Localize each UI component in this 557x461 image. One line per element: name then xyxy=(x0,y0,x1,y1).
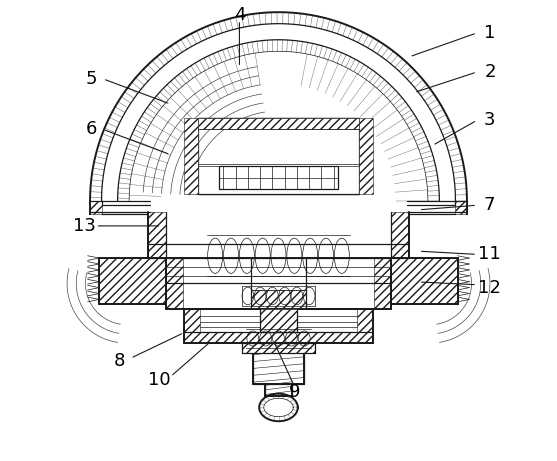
Bar xyxy=(184,308,201,343)
Bar xyxy=(90,201,101,214)
Bar xyxy=(242,343,315,353)
Text: 9: 9 xyxy=(289,383,300,401)
Bar xyxy=(253,343,304,384)
Bar xyxy=(356,308,373,343)
Bar xyxy=(184,118,198,194)
Text: 4: 4 xyxy=(234,6,245,24)
Bar xyxy=(219,166,338,189)
Text: 13: 13 xyxy=(73,217,96,235)
Polygon shape xyxy=(259,394,298,421)
Bar xyxy=(251,290,306,308)
Bar xyxy=(265,384,292,396)
Bar xyxy=(184,331,373,343)
Bar xyxy=(391,212,409,258)
Bar xyxy=(148,212,166,258)
Text: 10: 10 xyxy=(148,371,170,389)
Text: 1: 1 xyxy=(484,24,496,42)
Bar xyxy=(198,118,359,194)
Bar xyxy=(359,118,373,194)
Text: 12: 12 xyxy=(477,279,500,297)
Bar xyxy=(260,308,297,331)
Text: 6: 6 xyxy=(85,120,97,138)
Text: 3: 3 xyxy=(484,111,496,129)
Bar xyxy=(456,201,467,214)
Text: 8: 8 xyxy=(114,353,126,371)
Bar xyxy=(374,258,391,308)
Bar xyxy=(166,258,183,308)
Bar xyxy=(198,118,359,130)
Polygon shape xyxy=(90,12,467,201)
Bar xyxy=(198,130,359,194)
Polygon shape xyxy=(118,40,439,201)
Bar xyxy=(391,258,458,304)
Text: 5: 5 xyxy=(85,70,97,88)
Text: 2: 2 xyxy=(484,63,496,81)
Bar xyxy=(99,258,166,304)
Text: 7: 7 xyxy=(483,196,495,214)
Text: 11: 11 xyxy=(477,245,500,263)
